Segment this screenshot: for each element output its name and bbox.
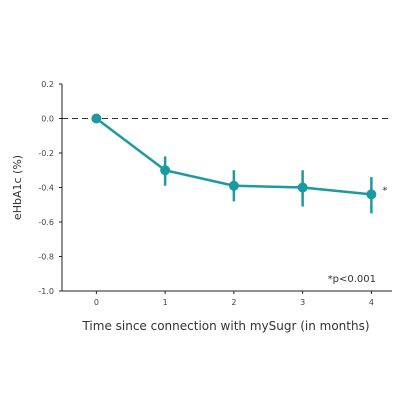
x-tick-label: 3 [300, 298, 305, 307]
data-point [366, 189, 377, 200]
axes-layer [59, 83, 392, 294]
x-axis-title: Time since connection with mySugr (in mo… [81, 319, 369, 333]
text-layer: 0.2 0.0 -0.2 -0.4 -0.6 -0.8 -1.0 0 1 2 3 4 eHbA1c (%… [11, 80, 387, 333]
x-tick-label: 1 [163, 298, 168, 307]
point-layer [91, 113, 377, 200]
error-bar-layer [163, 156, 373, 214]
y-tick-label: -0.4 [38, 184, 54, 193]
x-tick-label: 0 [94, 298, 99, 307]
footnote-text: *p<0.001 [328, 274, 376, 285]
y-tick-label: -0.8 [38, 253, 54, 262]
y-tick-label: 0.2 [41, 80, 54, 89]
y-axis-title: eHbA1c (%) [11, 155, 24, 220]
data-point [160, 165, 171, 176]
x-tick-label: 2 [231, 298, 236, 307]
y-tick-label: -0.6 [38, 218, 54, 227]
y-tick-label: 0.0 [41, 115, 54, 124]
data-point [297, 182, 308, 193]
y-tick-label: -1.0 [38, 287, 54, 296]
y-tick-label: -0.2 [38, 149, 54, 158]
significance-marker: * [382, 185, 387, 196]
data-point [228, 180, 239, 191]
data-point [91, 113, 102, 124]
x-tick-label: 4 [369, 298, 374, 307]
